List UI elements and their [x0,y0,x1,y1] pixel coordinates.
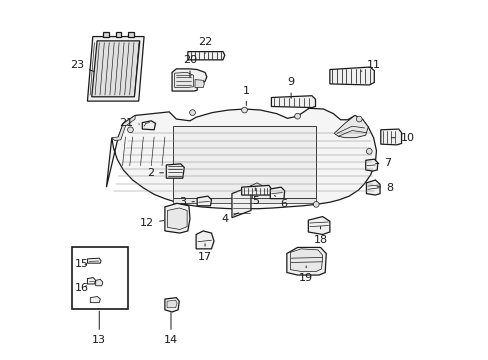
Polygon shape [270,187,284,199]
Polygon shape [197,196,211,206]
Text: 2: 2 [147,168,163,178]
Polygon shape [112,116,135,140]
Polygon shape [174,72,193,87]
Circle shape [294,113,300,119]
Text: 9: 9 [287,77,294,98]
Text: 21: 21 [119,118,139,128]
Text: 15: 15 [75,259,89,269]
Text: 10: 10 [390,133,414,143]
Bar [72,247,128,309]
Polygon shape [172,198,316,203]
Polygon shape [87,278,96,284]
Circle shape [356,116,362,122]
Polygon shape [271,96,315,108]
Polygon shape [106,108,376,209]
Circle shape [127,127,133,133]
Text: 8: 8 [376,183,392,193]
Polygon shape [195,80,204,87]
Polygon shape [366,180,379,195]
Text: 12: 12 [140,218,163,228]
Polygon shape [167,300,177,308]
Text: 16: 16 [75,283,89,293]
Circle shape [366,148,371,154]
Polygon shape [329,67,373,85]
Text: 23: 23 [70,60,94,72]
Polygon shape [142,121,155,130]
Text: 18: 18 [313,226,327,244]
Polygon shape [103,32,109,37]
Text: 19: 19 [299,266,313,283]
Polygon shape [308,217,329,234]
Polygon shape [241,185,271,195]
Polygon shape [286,247,325,275]
Polygon shape [115,32,121,37]
Text: 17: 17 [198,244,212,262]
Polygon shape [87,258,101,263]
Polygon shape [172,126,316,198]
Polygon shape [365,159,377,171]
Text: 4: 4 [221,213,238,224]
Polygon shape [244,183,261,194]
Text: 3: 3 [179,197,194,207]
Text: 20: 20 [183,55,197,77]
Text: 1: 1 [243,86,249,105]
Circle shape [189,110,195,116]
Text: 13: 13 [92,311,106,345]
Polygon shape [166,164,184,178]
Polygon shape [87,37,144,101]
Text: 14: 14 [163,312,178,345]
Polygon shape [164,203,190,233]
Text: 7: 7 [375,158,391,168]
Polygon shape [92,41,140,97]
Text: 5: 5 [251,188,258,206]
Text: 6: 6 [274,195,287,209]
Circle shape [313,202,319,207]
Polygon shape [290,249,322,271]
Text: 22: 22 [198,37,212,54]
Polygon shape [187,51,224,60]
Polygon shape [96,279,102,286]
Circle shape [241,107,247,113]
Polygon shape [231,189,250,218]
Polygon shape [164,298,179,312]
Polygon shape [333,116,367,138]
Polygon shape [172,69,206,91]
Polygon shape [237,192,251,199]
Polygon shape [167,208,187,229]
Polygon shape [380,129,401,145]
Polygon shape [196,231,214,249]
Text: 11: 11 [360,60,380,71]
Polygon shape [90,297,100,303]
Polygon shape [128,32,133,37]
